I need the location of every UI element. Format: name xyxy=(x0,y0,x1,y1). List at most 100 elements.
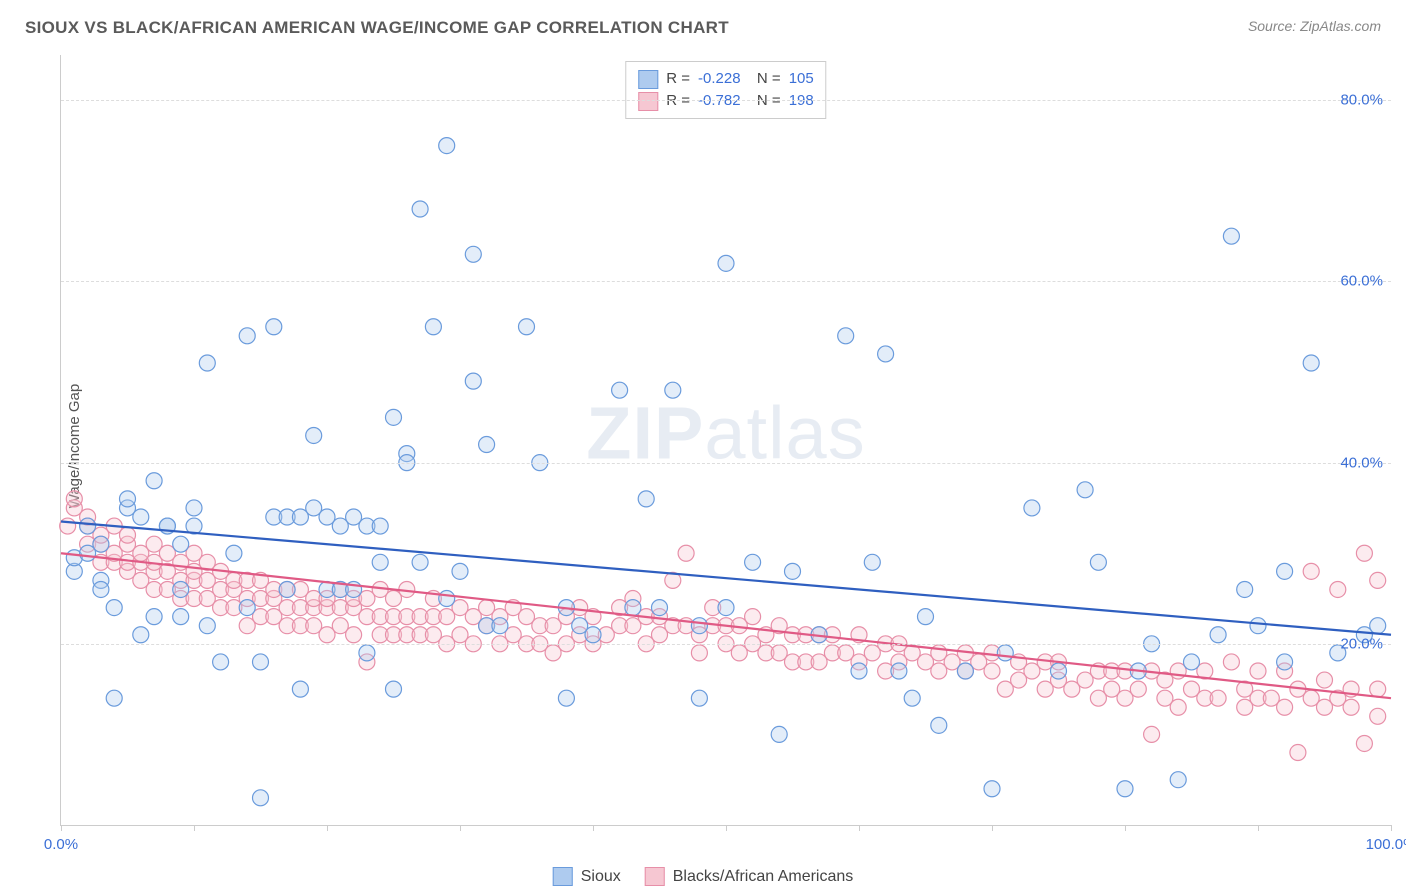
scatter-point-sioux xyxy=(1184,654,1200,670)
scatter-point-black xyxy=(60,518,76,534)
scatter-point-sioux xyxy=(146,609,162,625)
scatter-point-black xyxy=(1170,699,1186,715)
trendline-black xyxy=(61,553,1391,698)
scatter-point-sioux xyxy=(146,473,162,489)
scatter-point-sioux xyxy=(1024,500,1040,516)
scatter-point-sioux xyxy=(386,681,402,697)
scatter-point-sioux xyxy=(199,355,215,371)
scatter-point-sioux xyxy=(1090,554,1106,570)
scatter-point-sioux xyxy=(253,654,269,670)
y-tick-label: 40.0% xyxy=(1340,454,1383,471)
x-tick-mark xyxy=(1125,825,1126,831)
scatter-point-black xyxy=(691,645,707,661)
x-tick-label: 100.0% xyxy=(1366,836,1406,853)
scatter-point-sioux xyxy=(1277,563,1293,579)
scatter-point-sioux xyxy=(1051,663,1067,679)
legend-item-black: Blacks/African Americans xyxy=(645,867,854,886)
scatter-point-sioux xyxy=(93,536,109,552)
scatter-point-sioux xyxy=(957,663,973,679)
chart-title: SIOUX VS BLACK/AFRICAN AMERICAN WAGE/INC… xyxy=(25,18,729,37)
scatter-point-black xyxy=(1210,690,1226,706)
n-value-sioux: 105 xyxy=(789,68,814,90)
scatter-point-sioux xyxy=(239,328,255,344)
scatter-point-sioux xyxy=(1370,618,1386,634)
gridline xyxy=(61,281,1391,282)
scatter-point-black xyxy=(1370,708,1386,724)
scatter-point-sioux xyxy=(1210,627,1226,643)
x-tick-mark xyxy=(992,825,993,831)
scatter-point-black xyxy=(1130,681,1146,697)
scatter-point-black xyxy=(1223,654,1239,670)
scatter-point-sioux xyxy=(984,781,1000,797)
plot-area: ZIPatlas R = -0.228 N = 105 R = -0.782 N… xyxy=(60,55,1391,826)
scatter-point-black xyxy=(745,609,761,625)
scatter-svg xyxy=(61,55,1391,825)
x-tick-mark xyxy=(726,825,727,831)
scatter-point-black xyxy=(1303,563,1319,579)
scatter-point-sioux xyxy=(652,600,668,616)
x-tick-mark xyxy=(859,825,860,831)
swatch-sioux-bottom xyxy=(553,867,573,886)
scatter-point-sioux xyxy=(213,654,229,670)
scatter-point-sioux xyxy=(612,382,628,398)
scatter-point-black xyxy=(120,527,136,543)
scatter-point-black xyxy=(66,491,82,507)
scatter-point-sioux xyxy=(718,255,734,271)
scatter-point-sioux xyxy=(106,600,122,616)
scatter-point-black xyxy=(346,627,362,643)
scatter-point-sioux xyxy=(625,600,641,616)
scatter-point-sioux xyxy=(904,690,920,706)
scatter-point-sioux xyxy=(465,373,481,389)
scatter-point-sioux xyxy=(585,627,601,643)
scatter-point-sioux xyxy=(891,663,907,679)
scatter-point-black xyxy=(1370,572,1386,588)
scatter-point-black xyxy=(1370,681,1386,697)
scatter-point-sioux xyxy=(1277,654,1293,670)
scatter-point-sioux xyxy=(492,618,508,634)
scatter-point-sioux xyxy=(93,581,109,597)
r-value-sioux: -0.228 xyxy=(698,68,741,90)
scatter-point-sioux xyxy=(372,518,388,534)
scatter-point-sioux xyxy=(691,618,707,634)
source-attribution: Source: ZipAtlas.com xyxy=(1248,18,1381,34)
scatter-point-sioux xyxy=(292,681,308,697)
legend-item-sioux: Sioux xyxy=(553,867,621,886)
scatter-point-sioux xyxy=(1117,781,1133,797)
x-tick-mark xyxy=(1391,825,1392,831)
scatter-point-sioux xyxy=(173,536,189,552)
x-tick-mark xyxy=(61,825,62,831)
scatter-point-sioux xyxy=(266,319,282,335)
r-label: R = xyxy=(666,68,690,90)
scatter-point-sioux xyxy=(1077,482,1093,498)
scatter-point-sioux xyxy=(386,409,402,425)
y-tick-label: 20.0% xyxy=(1340,635,1383,652)
n-label: N = xyxy=(749,68,781,90)
scatter-point-sioux xyxy=(412,201,428,217)
scatter-point-black xyxy=(678,545,694,561)
scatter-point-sioux xyxy=(864,554,880,570)
scatter-point-black xyxy=(1277,699,1293,715)
swatch-black-bottom xyxy=(645,867,665,886)
correlation-legend: R = -0.228 N = 105 R = -0.782 N = 198 xyxy=(625,61,826,119)
scatter-point-sioux xyxy=(918,609,934,625)
scatter-point-sioux xyxy=(838,328,854,344)
series-legend: Sioux Blacks/African Americans xyxy=(553,867,854,886)
scatter-point-sioux xyxy=(558,690,574,706)
scatter-point-sioux xyxy=(439,138,455,154)
x-tick-mark xyxy=(593,825,594,831)
scatter-point-black xyxy=(1144,726,1160,742)
x-tick-mark xyxy=(460,825,461,831)
scatter-point-sioux xyxy=(638,491,654,507)
scatter-point-black xyxy=(1356,735,1372,751)
legend-row-sioux: R = -0.228 N = 105 xyxy=(638,68,813,90)
scatter-point-sioux xyxy=(878,346,894,362)
scatter-point-sioux xyxy=(785,563,801,579)
scatter-point-sioux xyxy=(239,600,255,616)
scatter-point-sioux xyxy=(931,717,947,733)
scatter-point-black xyxy=(1356,545,1372,561)
scatter-point-sioux xyxy=(173,609,189,625)
source-label: Source: xyxy=(1248,18,1296,34)
scatter-point-sioux xyxy=(133,627,149,643)
scatter-point-sioux xyxy=(80,518,96,534)
scatter-point-sioux xyxy=(1170,772,1186,788)
